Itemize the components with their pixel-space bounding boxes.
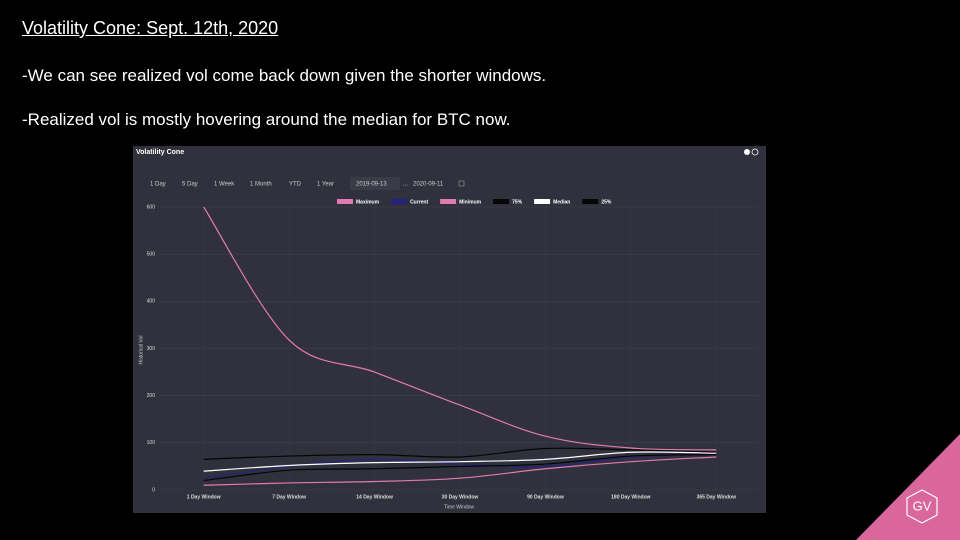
series-line bbox=[203, 447, 717, 460]
range-button[interactable]: 1 Day bbox=[150, 182, 166, 188]
y-tick-label: 600 bbox=[147, 204, 156, 210]
legend-swatch[interactable] bbox=[534, 199, 551, 204]
slide-title: Volatility Cone: Sept. 12th, 2020 bbox=[22, 18, 279, 38]
logo-hexagon bbox=[906, 489, 938, 524]
bullet: -Realized vol is mostly hovering around … bbox=[22, 110, 511, 129]
y-tick-label: 500 bbox=[147, 251, 156, 257]
legend-label[interactable]: 75% bbox=[512, 199, 523, 205]
legend-swatch[interactable] bbox=[337, 199, 353, 204]
legend-swatch[interactable] bbox=[582, 199, 599, 204]
legend-label[interactable]: Current bbox=[410, 199, 428, 205]
y-tick-label: 400 bbox=[147, 299, 156, 305]
y-tick-label: 300 bbox=[147, 346, 156, 352]
y-tick-label: 100 bbox=[147, 440, 156, 446]
x-tick-label: 7 Day Window bbox=[272, 494, 306, 500]
chart-title: Volatility Cone bbox=[136, 149, 184, 156]
series-line bbox=[203, 454, 717, 482]
legend-label[interactable]: Minimum bbox=[459, 199, 481, 205]
help-icon[interactable] bbox=[751, 148, 759, 156]
start-date[interactable]: 2019-09-13 bbox=[356, 182, 387, 188]
series-line bbox=[203, 206, 717, 451]
x-tick-label: 365 Day Window bbox=[697, 494, 737, 500]
date-input[interactable] bbox=[350, 177, 400, 190]
logo-text: GV bbox=[913, 498, 932, 513]
range-button[interactable]: 5 Day bbox=[182, 182, 198, 188]
legend-swatch[interactable] bbox=[440, 199, 457, 204]
x-tick-label: 90 Day Window bbox=[527, 494, 564, 500]
end-date[interactable]: 2020-09-11 bbox=[413, 182, 444, 188]
x-axis-label: Time Window bbox=[444, 504, 474, 510]
range-button[interactable]: 1 Month bbox=[250, 182, 272, 188]
range-button[interactable]: 1 Week bbox=[214, 182, 235, 188]
logo-triangle bbox=[856, 434, 960, 540]
range-button[interactable]: 1 Year bbox=[317, 182, 334, 188]
series-line bbox=[203, 451, 717, 472]
y-tick-label: 200 bbox=[147, 393, 156, 399]
legend-swatch[interactable] bbox=[493, 199, 510, 204]
calendar-icon[interactable] bbox=[458, 180, 465, 187]
legend-label[interactable]: 25% bbox=[601, 199, 612, 205]
y-axis-label: Historical Vol bbox=[138, 336, 144, 365]
series-line bbox=[203, 454, 717, 479]
x-tick-label: 1 Day Window bbox=[187, 494, 221, 500]
range-button[interactable]: YTD bbox=[289, 182, 302, 188]
date-separator: ... bbox=[403, 182, 408, 188]
info-icon[interactable] bbox=[744, 149, 750, 155]
x-tick-label: 30 Day Window bbox=[442, 494, 479, 500]
series-line bbox=[203, 456, 717, 486]
x-tick-label: 14 Day Window bbox=[356, 494, 393, 500]
x-tick-label: 180 Day Window bbox=[611, 494, 651, 500]
toolbar: 1 Day 5 Day 1 Week 1 Month YTD 1 Year bbox=[150, 182, 334, 188]
legend-label[interactable]: Median bbox=[553, 199, 570, 205]
y-tick-label: 0 bbox=[152, 487, 155, 493]
legend-label[interactable]: Maximum bbox=[356, 199, 380, 205]
legend-swatch[interactable] bbox=[391, 199, 408, 204]
bullet: -We can see realized vol come back down … bbox=[22, 66, 547, 85]
